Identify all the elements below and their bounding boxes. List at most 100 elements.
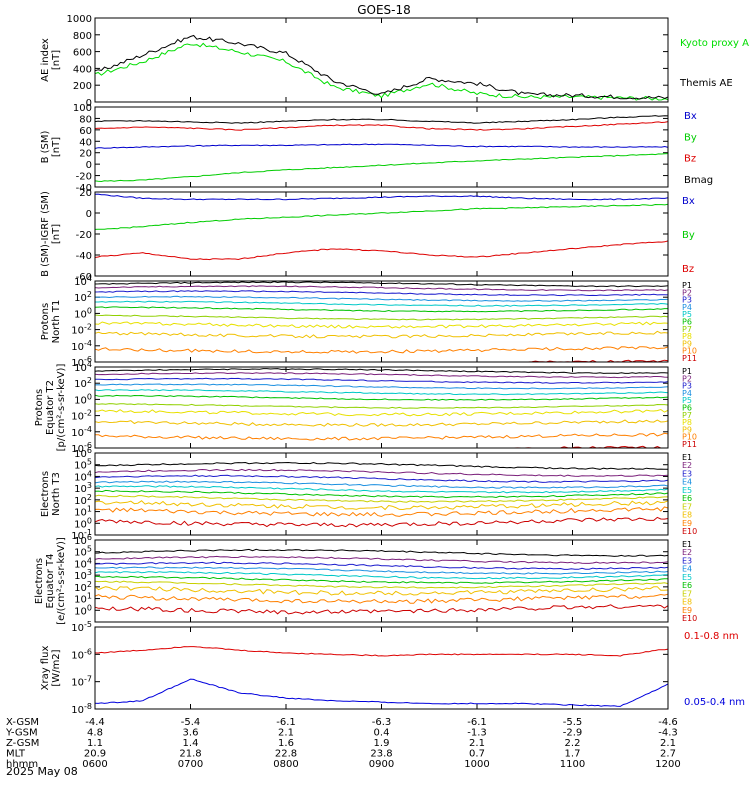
ephemeris-value: 1100 xyxy=(560,759,585,770)
y-tick-label: 102 xyxy=(74,493,92,507)
ephemeris-value: -1.3 xyxy=(467,728,487,739)
ephemeris-value: 2.1 xyxy=(278,728,294,739)
series-line-6 xyxy=(94,489,669,499)
y-tick-label: 600 xyxy=(73,48,92,59)
legend-label: Bmag xyxy=(684,175,713,186)
y-tick-label: 80 xyxy=(79,114,92,125)
panel-8: 10-5 10-6 10-7 10-8 Xray flux [W/m2] 0.1-0.8 n… xyxy=(40,620,745,716)
y-tick-label: -20 xyxy=(76,230,92,241)
y-tick-label: 102 xyxy=(74,290,92,304)
legend-label: Bz xyxy=(684,154,696,165)
series-line-5 xyxy=(94,389,669,396)
y-tick-label: 10-6 xyxy=(71,647,92,661)
series-line-4 xyxy=(94,566,669,575)
legend-label: By xyxy=(682,230,695,241)
y-tick-label: 10-1 xyxy=(71,528,92,542)
y-tick-label: 101 xyxy=(74,505,92,519)
ephemeris-label: MLT xyxy=(6,749,26,760)
legend-label: P11 xyxy=(682,440,697,449)
legend-label: P7 xyxy=(682,325,692,334)
y-tick-label: 0 xyxy=(86,98,92,109)
ephemeris-label: Z-GSM xyxy=(6,738,39,749)
y-tick-label: 0 xyxy=(86,160,92,171)
series-line-3 xyxy=(94,240,669,261)
legend-label: E8 xyxy=(682,511,692,520)
series-line-2 xyxy=(94,468,669,477)
ephemeris-value: -4.3 xyxy=(658,728,678,739)
ephemeris-value: 0700 xyxy=(178,759,203,770)
y-axis-label: Protons xyxy=(40,303,51,340)
y-tick-label: 102 xyxy=(74,376,92,390)
figure-title: GOES-18 xyxy=(357,3,411,17)
ephemeris-value: 2.1 xyxy=(660,738,676,749)
y-tick-label: 10-4 xyxy=(71,425,92,439)
series-line-2 xyxy=(94,34,669,100)
legend-label: E1 xyxy=(682,540,692,549)
y-tick-label: 100 xyxy=(74,603,92,617)
y-tick-label: 103 xyxy=(74,481,92,495)
y-axis-label: Electrons xyxy=(34,558,45,604)
legend-label: P3 xyxy=(682,382,692,391)
series-line-7 xyxy=(94,314,669,321)
ephemeris-value: 1000 xyxy=(464,759,489,770)
ephemeris-value: 1.1 xyxy=(87,738,103,749)
y-axis-label: [W/m2] xyxy=(51,649,62,686)
ephemeris-value: 2.1 xyxy=(469,738,485,749)
y-axis-label: Electrons xyxy=(40,471,51,517)
panel-frame xyxy=(94,626,669,710)
series-line-8 xyxy=(94,408,669,417)
y-tick-label: 10-4 xyxy=(71,339,92,353)
series-line-4 xyxy=(94,295,669,302)
legend-label: P5 xyxy=(682,310,692,319)
ephemeris-value: -5.5 xyxy=(563,717,583,728)
y-tick-label: 10-5 xyxy=(71,620,92,634)
legend-label: Themis AE xyxy=(679,78,733,89)
series-line-5 xyxy=(95,300,669,307)
y-tick-label: 104 xyxy=(74,360,92,374)
series-line-6 xyxy=(94,575,668,584)
panel-frame xyxy=(94,539,669,623)
panel-frame xyxy=(94,191,669,277)
legend-label: P4 xyxy=(682,389,692,398)
series-line-7 xyxy=(94,494,668,503)
y-tick-label: 1000 xyxy=(67,14,92,25)
series-line-3 xyxy=(94,561,669,570)
panel-4: 104 102 100 10-2 10-4 10-6 Protons North T1 P1P2… xyxy=(40,274,697,369)
y-tick-label: 104 xyxy=(74,274,92,288)
legend-label: E1 xyxy=(682,453,692,462)
date-label: 2025 May 08 xyxy=(6,765,78,778)
legend-label: P1 xyxy=(682,367,692,376)
series-line-8 xyxy=(94,321,669,329)
y-tick-label: -40 xyxy=(76,183,92,194)
series-line-9 xyxy=(94,419,669,427)
ephemeris-value: -4.6 xyxy=(658,717,678,728)
ephemeris-value: 22.8 xyxy=(275,749,297,760)
series-line-1 xyxy=(94,193,669,201)
ephemeris-value: 2.2 xyxy=(565,738,581,749)
y-tick-label: 105 xyxy=(74,545,92,559)
y-tick-label: -20 xyxy=(76,172,92,183)
y-axis-label: [p/(cm²-s-sr-keV)] xyxy=(56,364,67,452)
legend-label: P2 xyxy=(682,288,692,297)
series-line-10 xyxy=(94,604,669,615)
legend-label: E7 xyxy=(682,589,692,598)
ephemeris-value: -6.1 xyxy=(467,717,487,728)
series-line-1 xyxy=(94,281,669,288)
y-tick-label: 10-2 xyxy=(71,409,92,423)
ephemeris-value: 1.9 xyxy=(374,738,390,749)
y-tick-label: 10-6 xyxy=(71,441,92,455)
legend-label: E6 xyxy=(682,581,692,590)
panel-frame xyxy=(94,366,669,449)
legend-label: P1 xyxy=(682,281,692,290)
legend-label: Bx xyxy=(684,111,697,122)
panel-1: 1000 800 600 400 200 0 AE index [nT] Kyoto proxy… xyxy=(40,14,750,109)
y-tick-label: 101 xyxy=(74,592,92,606)
series-line-1 xyxy=(94,548,669,557)
y-tick-label: 60 xyxy=(79,126,92,137)
legend-label: Kyoto proxy AE xyxy=(680,38,750,49)
series-line-2 xyxy=(94,285,669,292)
legend-label: E10 xyxy=(682,614,697,623)
